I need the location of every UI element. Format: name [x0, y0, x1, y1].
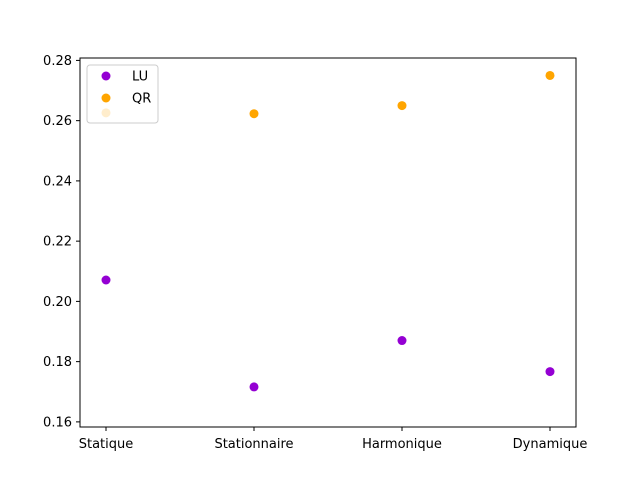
- point-lu-dynamique: [545, 367, 555, 377]
- x-tick-label: Harmonique: [362, 437, 442, 452]
- plot-area: [79, 57, 577, 428]
- y-tick-label: 0.16: [43, 415, 72, 430]
- point-lu-stationnaire: [249, 382, 259, 392]
- x-tick-label: Statique: [79, 437, 134, 452]
- axes-frame: [79, 57, 577, 428]
- x-tick-label: Dynamique: [513, 437, 588, 452]
- legend-label-lu: LU: [132, 70, 148, 85]
- legend-marker-lu: [101, 71, 111, 81]
- legend: LU QR: [86, 64, 159, 124]
- point-qr-dynamique: [545, 70, 555, 80]
- point-lu-harmonique: [397, 336, 407, 346]
- point-qr-stationnaire: [249, 109, 259, 119]
- legend-label-qr: QR: [132, 92, 151, 107]
- y-tick-label: 0.22: [43, 235, 72, 250]
- x-tick-label: Stationnaire: [214, 437, 293, 452]
- legend-marker-qr: [101, 93, 111, 103]
- y-axis: 0.16 0.18 0.20 0.22 0.24 0.26 0.28: [43, 54, 80, 430]
- y-tick-label: 0.18: [43, 355, 72, 370]
- x-axis: Statique Stationnaire Harmonique Dynamique: [79, 427, 588, 452]
- y-tick-label: 0.20: [43, 295, 72, 310]
- point-lu-statique: [101, 275, 111, 285]
- y-tick-label: 0.26: [43, 114, 72, 129]
- point-qr-harmonique: [397, 101, 407, 111]
- y-tick-label: 0.28: [43, 54, 72, 69]
- y-tick-label: 0.24: [43, 174, 72, 189]
